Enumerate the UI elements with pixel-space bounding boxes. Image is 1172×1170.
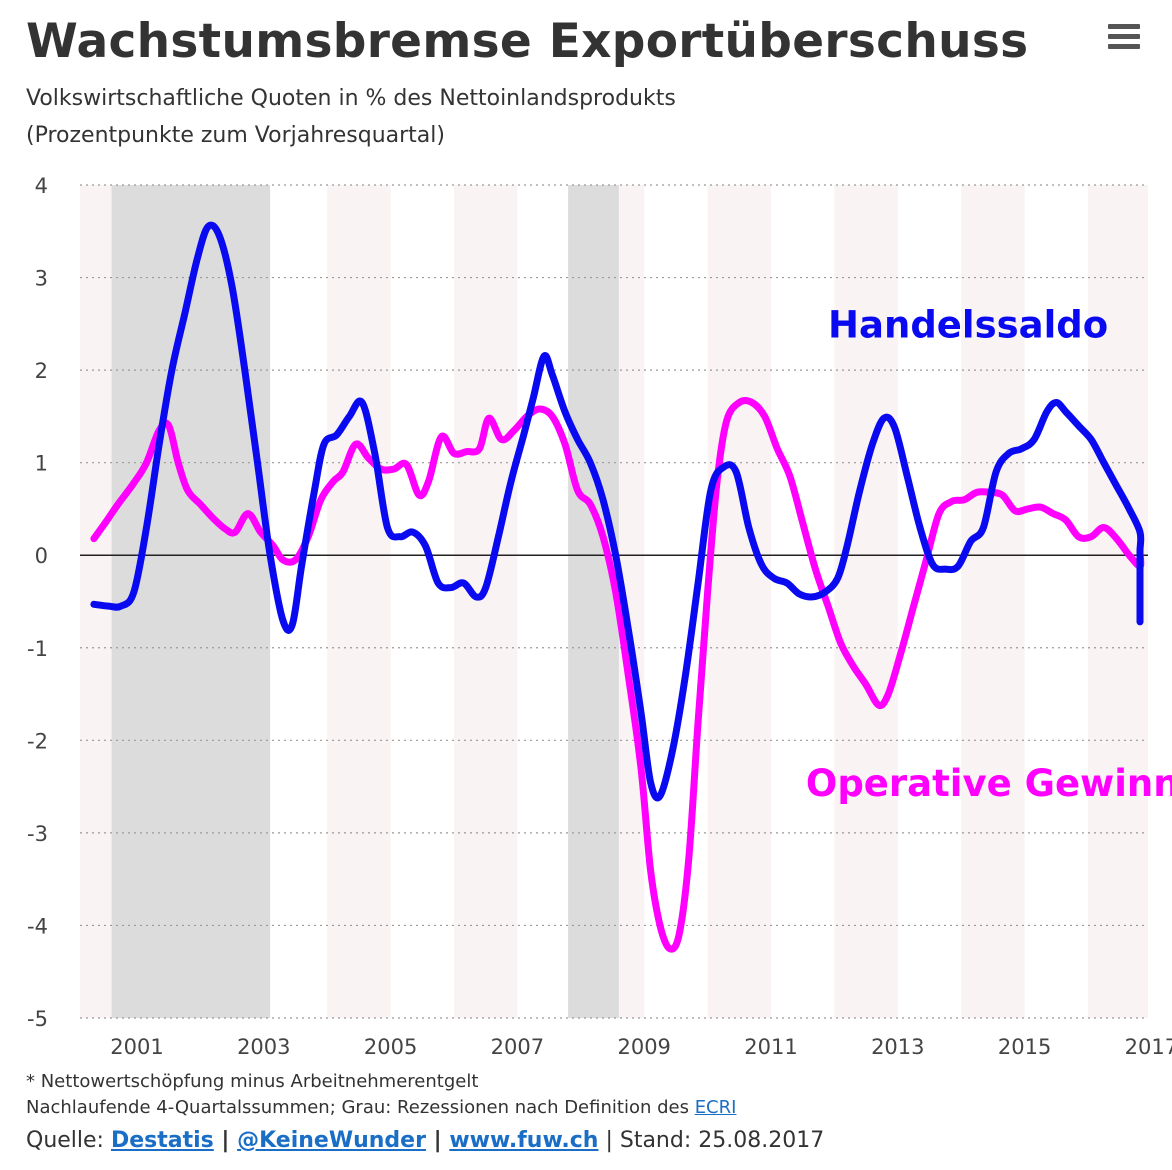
chart-subtitle-unit: (Prozentpunkte zum Vorjahresquartal) [26,123,445,148]
y-tick-label: -5 [27,1007,48,1031]
chart-subtitle: Volkswirtschaftliche Quoten in % des Net… [26,86,676,111]
x-tick-label: 2015 [998,1035,1051,1059]
x-axis-tick-labels: 2001 2003 2005 2007 2009 2011 2013 2015 2017 [110,1035,1172,1059]
x-tick-label: 2001 [110,1035,163,1059]
operative-gewinne-line [90,396,1145,953]
gridlines [80,184,1148,1019]
recession-band [111,185,271,1018]
y-tick-label: -4 [27,914,48,938]
separator: | [213,1128,238,1153]
footnote-method-text: Nachlaufende 4-Quartalssummen; Grau: Rez… [26,1097,695,1118]
source-label: Quelle: [26,1128,111,1153]
year-band [961,185,1025,1018]
y-tick-label: -1 [27,637,48,661]
y-axis-tick-labels: 4 3 2 1 0 -1 -2 -3 -4 -5 [27,174,48,1031]
hamburger-menu-icon[interactable] [1104,24,1144,60]
footnote-method: Nachlaufende 4-Quartalssummen; Grau: Rez… [26,1097,736,1118]
separator: | [425,1128,450,1153]
handelssaldo-line [90,221,1145,802]
y-tick-label: 3 [35,267,48,291]
x-tick-label: 2005 [364,1035,417,1059]
destatis-link[interactable]: Destatis [110,1128,214,1153]
footnote-definition: * Nettowertschöpfung minus Arbeitnehmere… [26,1071,479,1092]
y-tick-label: -2 [27,729,48,753]
series-labels: Handelssaldo Operative Gewinne [806,304,1172,805]
x-tick-label: 2003 [237,1035,290,1059]
chart-title: Wachstumsbremse Exportüberschuss [26,14,1029,69]
recession-shading [111,185,619,1018]
stand-date: | Stand: 25.08.2017 [598,1128,825,1153]
x-tick-label: 2017 [1125,1035,1172,1059]
fuw-link[interactable]: www.fuw.ch [449,1128,599,1153]
x-tick-label: 2009 [617,1035,670,1059]
series-lines [90,221,1145,953]
x-tick-label: 2007 [491,1035,544,1059]
handelssaldo-label: Handelssaldo [828,304,1108,347]
operative-gewinne-label: Operative Gewinne [806,762,1172,805]
recession-band [568,185,619,1018]
year-band [707,185,771,1018]
year-band [834,185,898,1018]
ecri-link[interactable]: ECRI [694,1097,737,1118]
y-tick-label: 1 [35,452,48,476]
source-line: Quelle: Destatis | @KeineWunder | www.fu… [26,1128,824,1153]
y-tick-label: 2 [35,359,48,383]
x-tick-label: 2013 [871,1035,924,1059]
year-band [327,185,391,1018]
y-tick-label: 4 [35,174,48,198]
keinewunder-link[interactable]: @KeineWunder [237,1128,426,1153]
y-tick-label: -3 [27,822,48,846]
x-tick-label: 2011 [744,1035,797,1059]
y-tick-label: 0 [35,544,48,568]
year-band [454,185,518,1018]
